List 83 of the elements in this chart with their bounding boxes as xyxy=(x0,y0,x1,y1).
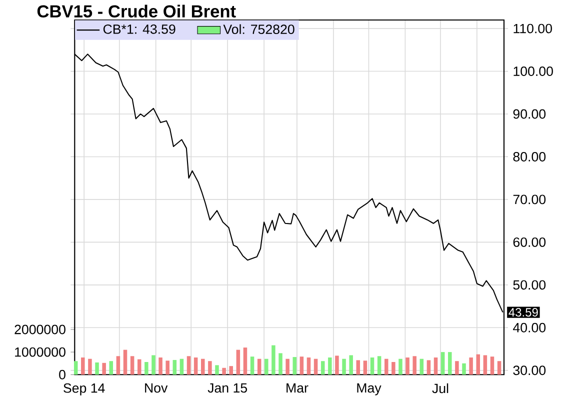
bar xyxy=(180,358,184,375)
bar xyxy=(306,357,311,375)
bar xyxy=(490,356,494,375)
bar xyxy=(272,345,276,375)
bar xyxy=(320,361,325,375)
bar xyxy=(250,356,254,375)
bar xyxy=(286,358,290,375)
x-tick-label: Mar xyxy=(286,383,308,393)
bar xyxy=(144,362,148,375)
bar xyxy=(300,356,304,375)
bar xyxy=(123,350,128,375)
bar xyxy=(448,352,452,375)
bar xyxy=(349,355,353,375)
y-tick-label: 90.00 xyxy=(513,109,546,119)
bar xyxy=(208,361,212,375)
legend-label: CB*1: 43.59 xyxy=(103,24,176,34)
bar xyxy=(426,360,431,375)
bar xyxy=(406,357,410,375)
x-tick-label: Nov xyxy=(145,383,168,393)
y2-tick-label: 0 xyxy=(59,370,66,380)
chart-title: CBV15 - Crude Oil Brent xyxy=(37,4,236,18)
bar xyxy=(370,357,374,375)
bar xyxy=(384,358,388,375)
bar xyxy=(392,362,396,375)
bar xyxy=(264,358,268,375)
bar xyxy=(434,357,438,375)
y-tick-label: 50.00 xyxy=(513,280,546,290)
y-tick-label: 30.00 xyxy=(513,366,546,376)
bar xyxy=(335,356,339,375)
bar xyxy=(116,356,120,375)
y-tick-label: 110.00 xyxy=(514,24,552,34)
y-tick-label: 40.00 xyxy=(513,322,546,332)
bar xyxy=(363,360,368,375)
bar xyxy=(328,357,332,375)
bar xyxy=(483,355,488,375)
bar xyxy=(158,357,162,375)
y2-tick-label: 2000000 xyxy=(14,324,66,334)
y2-tick-label: 1000000 xyxy=(15,347,66,357)
bar xyxy=(342,358,346,375)
x-tick-label: Jan 15 xyxy=(208,383,248,393)
bar xyxy=(222,368,226,375)
bar xyxy=(229,366,233,375)
x-tick-label: Sep 14 xyxy=(64,383,105,396)
bar xyxy=(398,358,402,375)
bar xyxy=(469,357,473,375)
bar xyxy=(137,359,142,375)
bar xyxy=(314,358,318,375)
bar xyxy=(201,358,205,375)
bar xyxy=(81,357,85,375)
bar xyxy=(172,360,177,375)
y-tick-label: 80.00 xyxy=(513,152,546,162)
bar xyxy=(215,365,219,375)
bar xyxy=(130,356,134,375)
bar xyxy=(440,352,445,375)
bar xyxy=(278,353,282,375)
bar xyxy=(166,360,170,375)
bar xyxy=(152,355,156,375)
bar xyxy=(420,358,424,375)
bar xyxy=(102,362,106,375)
bar xyxy=(109,361,114,375)
bar xyxy=(95,362,99,375)
bar xyxy=(243,348,248,375)
bar xyxy=(377,356,382,375)
bar xyxy=(236,350,240,375)
y-tick-label: 100.00 xyxy=(514,66,553,76)
bar xyxy=(186,356,191,375)
bar xyxy=(476,354,480,375)
bar xyxy=(88,358,92,375)
x-tick-label: Jul xyxy=(432,383,448,394)
annotation: 43.59 xyxy=(508,308,538,317)
bar xyxy=(462,363,466,375)
y-tick-label: 60.00 xyxy=(513,237,546,247)
bar xyxy=(455,361,459,375)
bar xyxy=(194,357,198,375)
bar xyxy=(292,357,297,375)
bar xyxy=(356,360,360,375)
x-tick-label: May xyxy=(357,383,382,396)
bar xyxy=(497,361,502,375)
bar xyxy=(74,361,78,375)
legend-label: Vol: 752820 xyxy=(223,24,294,34)
y-tick-label: 70.00 xyxy=(513,194,546,204)
bar xyxy=(257,358,262,375)
bar xyxy=(412,356,416,375)
